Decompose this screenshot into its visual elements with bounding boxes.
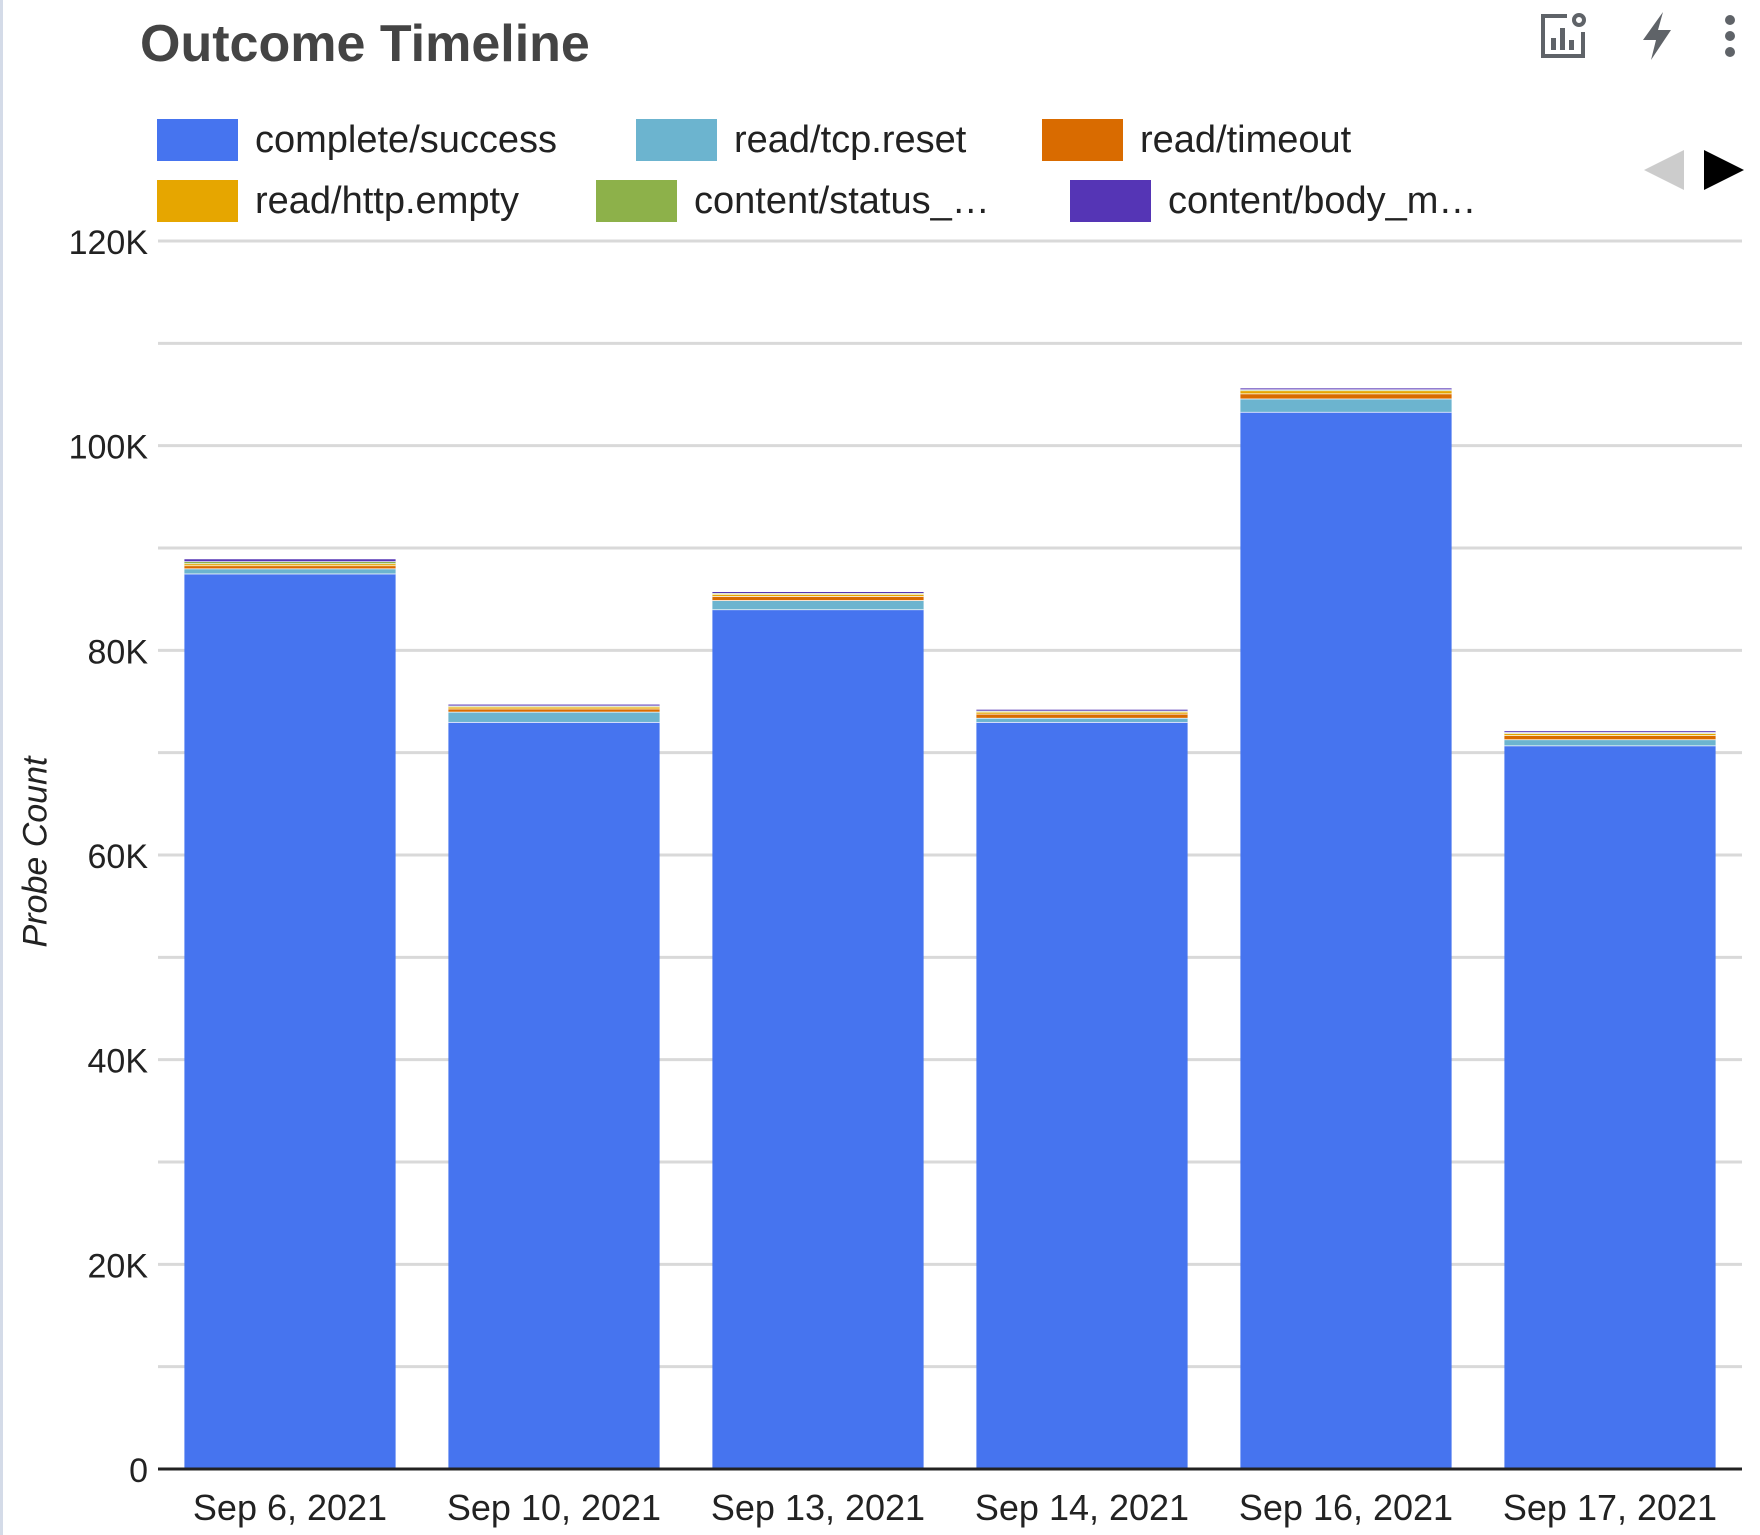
bar-segment	[1240, 398, 1452, 412]
bar-segment	[1504, 735, 1716, 740]
y-tick-label: 20K	[88, 1247, 149, 1285]
bar-segment	[448, 704, 660, 706]
bar-segment	[184, 559, 396, 562]
legend-next-page-button[interactable]	[1700, 146, 1748, 194]
bar-segment	[976, 713, 1188, 718]
x-tick-label: Sep 14, 2021	[975, 1487, 1189, 1528]
bar-segment	[448, 706, 660, 709]
y-tick-label: 120K	[69, 224, 149, 262]
y-tick-label: 80K	[88, 633, 149, 671]
bar-segment	[1240, 390, 1452, 394]
chart-title: Outcome Timeline	[140, 15, 590, 73]
legend-label: read/tcp.reset	[734, 118, 967, 161]
bar-segment	[184, 565, 396, 569]
bar-segment	[712, 594, 924, 597]
bar-segment	[712, 596, 924, 601]
legend-label: read/timeout	[1140, 118, 1352, 161]
y-tick-label: 60K	[88, 838, 149, 876]
legend-swatch	[1042, 119, 1123, 161]
y-tick-label: 0	[129, 1452, 148, 1490]
panel-left-border	[0, 0, 3, 1535]
bar-segment	[712, 592, 924, 594]
legend-label: content/body_m…	[1168, 179, 1477, 222]
x-tick-label: Sep 10, 2021	[447, 1487, 661, 1528]
bar-segment	[976, 711, 1188, 714]
legend-label: content/status_…	[694, 179, 990, 222]
legend-swatch	[636, 119, 717, 161]
bar-segment	[1504, 733, 1716, 736]
bar-segment	[976, 709, 1188, 711]
bar-segment	[448, 708, 660, 712]
x-tick-label: Sep 17, 2021	[1503, 1487, 1717, 1528]
chevron-left-icon	[1644, 150, 1684, 190]
legend-label: complete/success	[255, 118, 558, 161]
bar-segment	[184, 563, 396, 566]
x-tick-label: Sep 6, 2021	[193, 1487, 387, 1528]
legend-swatch	[1070, 180, 1151, 222]
bar-segment	[1504, 739, 1716, 746]
legend-item-read-tcp-reset[interactable]: read/tcp.reset	[636, 116, 966, 164]
bar-segment	[1504, 731, 1716, 733]
legend-item-content-status[interactable]: content/status_…	[596, 177, 990, 225]
bar-segment	[184, 573, 396, 1469]
legend-swatch	[157, 119, 238, 161]
x-tick-label: Sep 13, 2021	[711, 1487, 925, 1528]
bar-segment	[448, 721, 660, 1469]
y-tick-label: 100K	[69, 429, 149, 467]
bar-segment	[976, 717, 1188, 722]
more-vertical-icon[interactable]	[1710, 6, 1750, 66]
legend-prev-page-button[interactable]	[1640, 146, 1688, 194]
bar-segment	[1504, 745, 1716, 1469]
y-tick-label: 40K	[88, 1043, 149, 1081]
chart-settings-icon[interactable]	[1533, 6, 1593, 66]
x-tick-label: Sep 16, 2021	[1239, 1487, 1453, 1528]
legend-item-content-body[interactable]: content/body_m…	[1070, 177, 1476, 225]
y-axis-label: Probe Count	[16, 756, 55, 948]
chevron-right-icon	[1704, 150, 1744, 190]
bar-segment	[184, 561, 396, 564]
legend-label: read/http.empty	[255, 179, 520, 222]
legend-item-read-timeout[interactable]: read/timeout	[1042, 116, 1351, 164]
bar-segment	[1240, 388, 1452, 390]
lightning-icon[interactable]	[1627, 6, 1687, 66]
bar-segment	[184, 568, 396, 574]
bar-segment	[1240, 393, 1452, 399]
bar-segment	[448, 711, 660, 722]
bar-segment	[712, 609, 924, 1469]
bar-segment	[712, 600, 924, 610]
legend-swatch	[596, 180, 677, 222]
legend-swatch	[157, 180, 238, 222]
bar-segment	[976, 721, 1188, 1469]
legend-item-read-http-empty[interactable]: read/http.empty	[157, 177, 519, 225]
bar-segment	[1240, 411, 1452, 1469]
legend-item-complete-success[interactable]: complete/success	[157, 116, 557, 164]
